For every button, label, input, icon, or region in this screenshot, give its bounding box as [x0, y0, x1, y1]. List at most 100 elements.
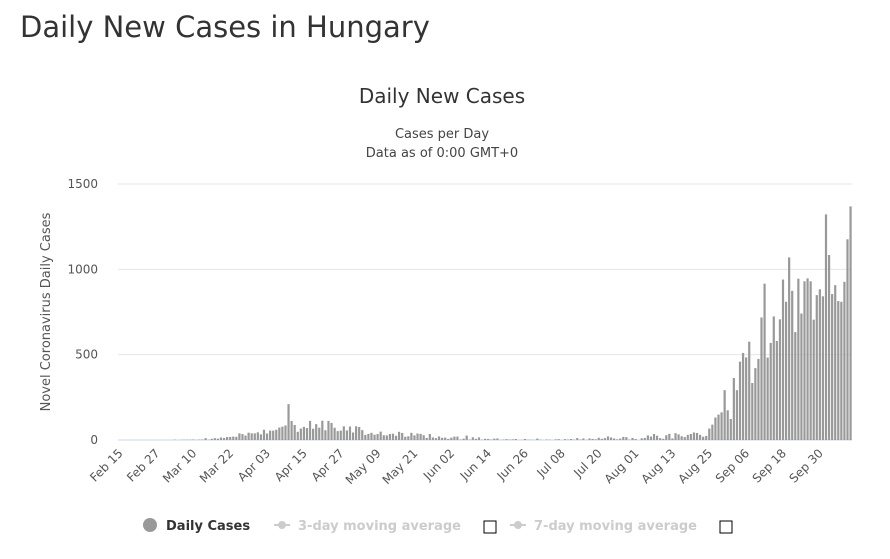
bar	[259, 434, 263, 440]
bar	[640, 438, 643, 440]
bar	[619, 438, 622, 440]
bar	[514, 438, 517, 440]
x-tick-label: Jun 14	[457, 446, 494, 483]
x-tick-label: Apr 03	[235, 446, 273, 484]
y-tick-label: 0	[90, 433, 98, 447]
bar	[376, 434, 379, 440]
bar	[723, 390, 726, 440]
bar	[394, 435, 398, 440]
legend-label[interactable]: 3-day moving average	[298, 519, 461, 534]
bar	[437, 436, 441, 440]
bar	[668, 433, 671, 440]
x-tick-label: Apr 15	[272, 446, 310, 484]
bar	[444, 437, 447, 440]
bar	[508, 439, 511, 440]
bar	[213, 438, 216, 440]
bar	[702, 436, 705, 440]
bar	[582, 438, 585, 440]
bar	[671, 438, 674, 440]
bar	[216, 438, 220, 440]
bar	[628, 439, 631, 440]
bar	[290, 421, 293, 440]
bar	[698, 434, 702, 440]
bar	[416, 433, 419, 440]
bar	[459, 439, 462, 440]
bar	[775, 341, 778, 440]
bar	[269, 430, 272, 440]
bar	[447, 438, 450, 440]
bar	[772, 316, 775, 440]
bar	[588, 438, 591, 440]
bar	[222, 437, 226, 440]
bar	[244, 435, 247, 440]
bar	[490, 439, 493, 440]
bar	[566, 439, 570, 440]
bar	[431, 437, 434, 440]
bar	[241, 434, 244, 440]
bar	[597, 437, 600, 440]
bar	[732, 378, 735, 440]
bar	[210, 438, 213, 440]
bar	[419, 433, 422, 440]
bar	[536, 438, 539, 440]
bar	[351, 432, 355, 440]
bar	[493, 438, 496, 440]
bar	[401, 433, 404, 440]
x-tick-label: Sep 30	[786, 446, 825, 485]
bar	[474, 438, 477, 440]
bar	[410, 432, 413, 440]
legend-checkbox[interactable]	[483, 520, 497, 534]
bar	[711, 424, 714, 440]
legend-label[interactable]: Daily Cases	[166, 519, 250, 534]
bar	[625, 437, 628, 440]
x-tick-label: Jun 02	[420, 446, 457, 483]
bar	[379, 431, 382, 440]
bar	[385, 435, 388, 440]
bar	[253, 433, 256, 440]
bar	[382, 435, 385, 440]
bar	[655, 435, 659, 440]
bar	[612, 438, 616, 440]
legend-marker	[143, 518, 157, 532]
bar	[235, 436, 238, 440]
bar	[818, 289, 821, 440]
bar	[308, 420, 312, 440]
bar	[477, 437, 481, 440]
bar	[794, 332, 797, 440]
bar	[330, 422, 333, 440]
y-tick-label: 1000	[67, 262, 98, 276]
bar	[563, 439, 567, 440]
bar	[324, 430, 327, 440]
bar	[484, 438, 487, 440]
bar	[622, 436, 625, 440]
bar	[824, 214, 828, 440]
bar	[358, 427, 361, 440]
bar	[554, 439, 557, 440]
bar	[407, 436, 410, 440]
bar	[616, 439, 619, 440]
chart-title: Daily New Cases	[359, 84, 525, 108]
bar	[631, 437, 634, 440]
legend-marker	[278, 521, 286, 529]
legend-label[interactable]: 7-day moving average	[534, 519, 697, 534]
bar	[741, 352, 745, 440]
bar	[594, 439, 597, 440]
bar	[284, 425, 287, 440]
bar	[784, 301, 788, 440]
bar	[333, 427, 336, 440]
bar	[677, 434, 680, 440]
bar	[751, 382, 754, 440]
x-tick-label: Mar 22	[197, 446, 236, 485]
bar	[726, 410, 729, 440]
bar	[769, 342, 772, 440]
bar	[569, 438, 573, 440]
bar	[487, 438, 490, 440]
page-title: Daily New Cases in Hungary	[20, 10, 430, 44]
bar	[689, 434, 692, 440]
bar	[462, 438, 465, 440]
legend-checkbox[interactable]	[719, 520, 733, 534]
bar	[361, 430, 364, 440]
x-tick-label: Aug 25	[675, 446, 715, 486]
x-tick-label: Sep 18	[750, 446, 789, 485]
chart-subtitle: Cases per Day	[395, 127, 489, 142]
